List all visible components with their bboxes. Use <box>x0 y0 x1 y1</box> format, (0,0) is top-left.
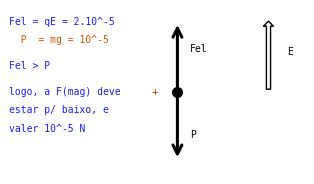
Text: P: P <box>190 130 196 140</box>
Text: +: + <box>152 87 159 97</box>
Text: E: E <box>287 47 293 56</box>
Text: estar p/ baixo, e: estar p/ baixo, e <box>9 105 109 115</box>
Text: logo, a F(mag) deve: logo, a F(mag) deve <box>9 87 121 97</box>
Text: Fel = qE = 2.10^-5: Fel = qE = 2.10^-5 <box>9 17 115 27</box>
Text: Fel > P: Fel > P <box>9 61 51 71</box>
Text: P  = mg = 10^-5: P = mg = 10^-5 <box>9 36 109 45</box>
Text: valer 10^-5 N: valer 10^-5 N <box>9 124 86 134</box>
Text: Fel: Fel <box>190 44 208 54</box>
